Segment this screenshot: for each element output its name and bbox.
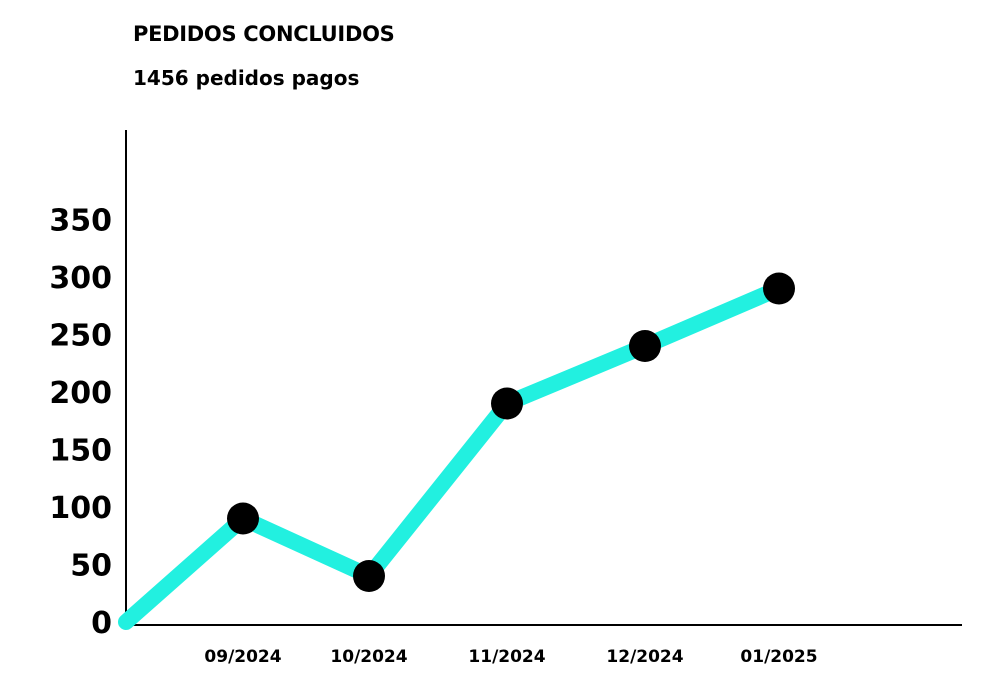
series-layer	[118, 272, 795, 630]
y-tick-label: 250	[49, 319, 112, 354]
y-tick-label: 350	[49, 204, 112, 239]
y-tick-label: 200	[49, 376, 112, 411]
chart-subtitle: 1456 pedidos pagos	[133, 66, 360, 90]
x-tick-labels: 09/2024 10/2024 11/2024 12/2024 01/2025	[204, 647, 817, 667]
axes	[125, 130, 962, 626]
x-tick-label: 11/2024	[468, 647, 545, 667]
series-line	[118, 280, 787, 630]
data-point	[629, 330, 661, 362]
y-tick-label: 0	[91, 606, 112, 641]
x-tick-label: 09/2024	[204, 647, 281, 667]
data-point	[227, 502, 259, 535]
y-tick-label: 100	[49, 491, 112, 526]
x-tick-label: 12/2024	[606, 647, 683, 667]
y-tick-labels: 0 50 100 150 200 250 300 350	[49, 204, 112, 642]
x-tick-label: 10/2024	[330, 647, 407, 667]
x-tick-label: 01/2025	[740, 647, 817, 667]
y-tick-label: 300	[49, 261, 112, 296]
data-point	[353, 560, 385, 592]
chart-title: PEDIDOS CONCLUIDOS	[133, 22, 395, 46]
data-point	[491, 387, 523, 420]
data-point	[763, 272, 795, 305]
y-tick-label: 50	[70, 549, 112, 584]
y-tick-label: 150	[49, 434, 112, 469]
